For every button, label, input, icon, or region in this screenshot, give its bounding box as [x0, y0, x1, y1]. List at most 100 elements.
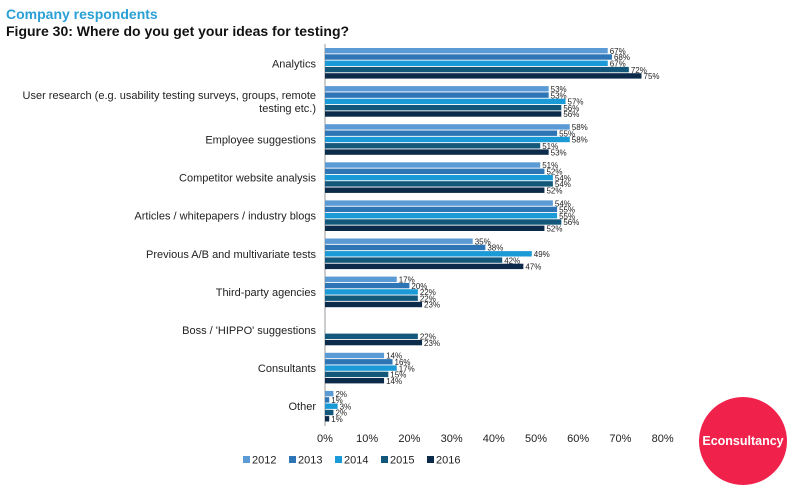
bar-2014	[325, 136, 570, 143]
bar-2016	[325, 339, 423, 346]
data-label: 47%	[525, 263, 541, 272]
x-tick-label: 30%	[441, 433, 463, 445]
bar-2015	[325, 105, 562, 111]
data-label: 15%	[390, 371, 406, 380]
legend-swatch-2012	[243, 456, 250, 463]
data-label: 52%	[546, 225, 562, 234]
bar-2013	[325, 359, 393, 365]
bar-2013	[325, 397, 330, 403]
x-tick-label: 10%	[356, 433, 378, 445]
bar-2012	[325, 276, 397, 282]
category-label: Employee suggestions	[205, 135, 316, 147]
legend-label: 2013	[298, 455, 322, 467]
data-label: 2%	[335, 390, 347, 399]
report-eyebrow: Company respondents	[6, 6, 158, 22]
x-tick-label: 80%	[652, 433, 674, 445]
data-label: 23%	[424, 339, 440, 348]
bar-2016	[325, 149, 549, 155]
bar-2015	[325, 257, 503, 263]
category-label: Consultants	[258, 363, 317, 375]
x-tick-label: 50%	[525, 433, 547, 445]
legend-swatch-2016	[427, 456, 434, 463]
x-tick-label: 60%	[567, 433, 589, 445]
data-label: 54%	[555, 199, 571, 208]
legend-swatch-2015	[381, 456, 388, 463]
data-label: 67%	[610, 60, 626, 69]
data-label: 55%	[559, 206, 575, 215]
bar-2015	[325, 143, 541, 149]
data-label: 56%	[563, 104, 579, 113]
econsultancy-logo-text: Econsultancy	[702, 434, 784, 448]
bar-2014	[325, 174, 553, 181]
data-label: 67%	[610, 47, 626, 56]
bar-2013	[325, 168, 545, 174]
data-label: 16%	[395, 358, 411, 367]
data-label: 54%	[555, 174, 571, 183]
bar-2015	[325, 66, 629, 73]
bar-2014	[325, 365, 397, 371]
bar-2013	[325, 54, 612, 60]
figure-title: Figure 30: Where do you get your ideas f…	[6, 23, 350, 39]
bar-2015	[325, 219, 562, 225]
bar-2016	[325, 111, 562, 117]
data-label: 58%	[572, 123, 588, 132]
legend-label: 2014	[344, 455, 368, 467]
data-label: 22%	[420, 294, 436, 303]
data-label: 17%	[399, 364, 415, 373]
legend-label: 2015	[390, 455, 414, 467]
data-label: 53%	[551, 91, 567, 100]
data-label: 17%	[399, 276, 415, 285]
data-label: 53%	[551, 148, 567, 157]
data-label: 14%	[386, 377, 402, 386]
data-label: 72%	[631, 66, 647, 75]
category-label: testing etc.)	[259, 103, 316, 115]
category-label: Third-party agencies	[216, 287, 317, 299]
data-label: 51%	[542, 161, 558, 170]
bar-2016	[325, 416, 330, 422]
data-label: 42%	[504, 256, 520, 265]
x-tick-label: 70%	[609, 433, 631, 445]
data-label: 35%	[475, 237, 491, 246]
data-label: 1%	[331, 415, 343, 424]
data-label: 55%	[559, 129, 575, 138]
bar-2016	[325, 73, 642, 79]
data-label: 2%	[335, 409, 347, 418]
data-label: 52%	[546, 186, 562, 195]
data-label: 1%	[331, 396, 343, 405]
bar-2016	[325, 225, 545, 231]
category-label: Previous A/B and multivariate tests	[146, 249, 316, 261]
bar-2013	[325, 206, 558, 213]
data-label: 57%	[568, 98, 584, 107]
bar-2014	[325, 213, 558, 219]
bar-2014	[325, 98, 566, 105]
bar-2012	[325, 352, 385, 359]
category-label: Boss / 'HIPPO' suggestions	[182, 325, 316, 337]
legend-label: 2012	[252, 455, 276, 467]
category-label: User research (e.g. usability testing su…	[23, 90, 316, 102]
data-label: 53%	[551, 85, 567, 94]
bar-2016	[325, 187, 545, 193]
bar-2014	[325, 251, 532, 257]
category-label: Analytics	[272, 58, 317, 70]
data-label: 55%	[559, 212, 575, 221]
data-label: 68%	[614, 53, 630, 62]
legend-swatch-2013	[289, 456, 296, 463]
data-label: 49%	[534, 250, 550, 259]
bar-2012	[325, 86, 549, 92]
data-label: 38%	[487, 244, 503, 253]
bar-2016	[325, 378, 385, 384]
category-label: Competitor website analysis	[179, 173, 316, 185]
data-label: 22%	[420, 288, 436, 297]
bar-2014	[325, 289, 418, 295]
legend-swatch-2014	[335, 456, 342, 463]
category-label: Other	[288, 401, 316, 413]
bar-2015	[325, 333, 418, 339]
bar-2012	[325, 162, 541, 168]
bar-2012	[325, 48, 608, 54]
bar-2016	[325, 301, 423, 308]
data-label: 23%	[424, 301, 440, 310]
bar-2013	[325, 130, 558, 136]
x-tick-label: 40%	[483, 433, 505, 445]
bar-2013	[325, 244, 486, 251]
x-tick-label: 20%	[398, 433, 420, 445]
